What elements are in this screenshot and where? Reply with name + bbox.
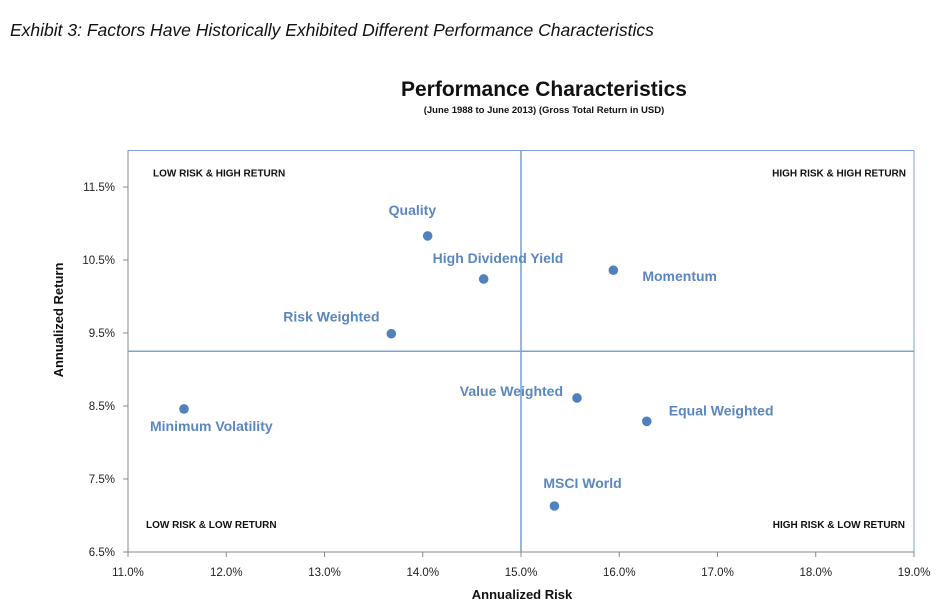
y-tick-label: 6.5% [89,547,115,559]
x-tick-label: 12.0% [210,567,243,579]
y-tick-label: 8.5% [89,401,115,413]
point-label-risk-weighted: Risk Weighted [283,309,379,325]
x-tick-label: 13.0% [308,567,341,579]
quadrant-label-top-right: HIGH RISK & HIGH RETURN [772,169,906,180]
quadrant-label-bottom-right: HIGH RISK & LOW RETURN [773,520,905,531]
point-risk-weighted [386,328,397,339]
point-quality [422,231,433,241]
x-tick-label: 16.0% [603,567,636,579]
point-label-minimum-volatility: Minimum Volatility [150,418,273,434]
point-label-quality: Quality [389,202,437,218]
y-tick-label: 7.5% [89,474,115,486]
x-tick-label: 14.0% [406,567,439,579]
point-label-equal-weighted: Equal Weighted [669,402,774,418]
exhibit-caption: Exhibit 3: Factors Have Historically Exh… [10,20,654,40]
point-equal-weighted [641,416,652,427]
point-label-value-weighted: Value Weighted [460,383,563,399]
quadrant-label-top-left: LOW RISK & HIGH RETURN [153,169,285,180]
chart-title: Performance Characteristics [401,78,687,101]
x-axis-title: Annualized Risk [472,587,573,602]
x-tick-label: 11.0% [112,567,144,579]
quadrant-label-bottom-left: LOW RISK & LOW RETURN [146,520,277,531]
point-msci-world [549,501,560,511]
point-label-msci-world: MSCI World [543,475,621,491]
point-momentum [608,265,619,276]
y-axis-title: Annualized Return [51,263,66,378]
y-tick-label: 11.5% [83,182,115,194]
point-high-dividend-yield [478,274,489,284]
point-label-high-dividend-yield: High Dividend Yield [433,250,564,266]
y-tick-label: 10.5% [82,255,115,267]
point-label-momentum: Momentum [642,268,717,284]
point-minimum-volatility [179,404,189,414]
x-tick-label: 18.0% [799,567,832,579]
y-tick-label: 9.5% [89,328,115,340]
plot-area: 11.0% 12.0% 13.0% 14.0% 15.0% 16.0% 17.0% 18.0%… [82,150,931,579]
x-tick-label: 19.0% [898,567,931,579]
x-tick-label: 17.0% [701,567,734,579]
x-tick-label: 15.0% [505,567,538,579]
point-value-weighted [572,393,582,403]
chart-subtitle: (June 1988 to June 2013) (Gross Total Re… [424,105,665,116]
